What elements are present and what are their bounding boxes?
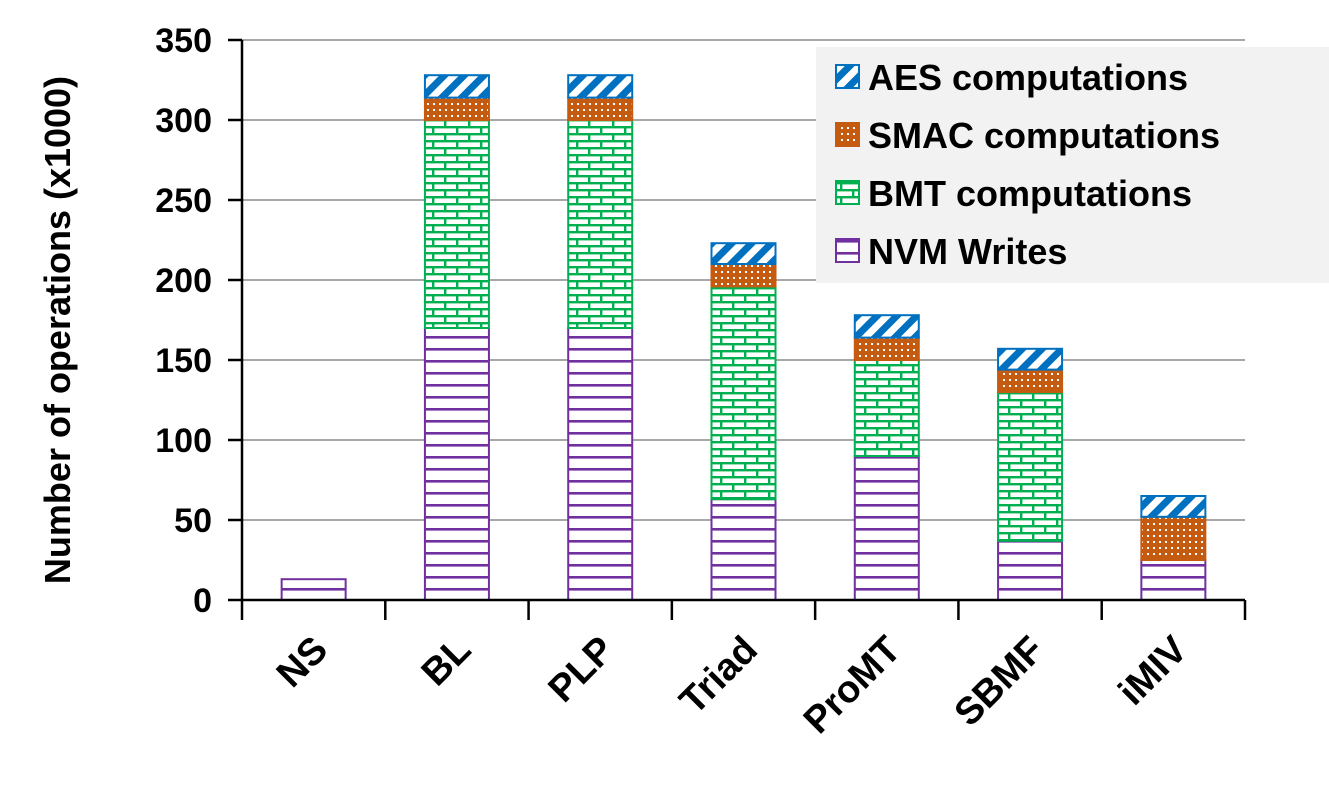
bar-segment-aes-computations-promt xyxy=(853,314,920,339)
legend-label: AES computations xyxy=(868,57,1188,98)
bar-segment-bmt-computations-bl xyxy=(423,119,490,329)
x-tick-labels: NS BL PLP Triad ProMT SBMF iMIV xyxy=(269,628,1196,742)
bar-segment-smac-computations-promt xyxy=(853,336,920,362)
bar-segment-smac-computations-bl xyxy=(423,96,490,121)
bar-segment-nvm-writes-sbmf xyxy=(997,539,1064,601)
x-tick-label: ProMT xyxy=(796,629,909,742)
y-tick-label: 50 xyxy=(174,502,212,540)
x-tick-label: SBMF xyxy=(947,629,1053,735)
bar-segment-nvm-writes-bl xyxy=(423,327,490,601)
bar-segment-aes-computations-triad xyxy=(710,242,777,265)
bar-segment-smac-computations-triad xyxy=(710,263,777,288)
bar-segment-nvm-writes-plp xyxy=(567,327,634,601)
bar-segment-smac-computations-sbmf xyxy=(997,368,1064,394)
x-tick-label: BL xyxy=(414,629,480,695)
x-tick-label: NS xyxy=(269,629,336,696)
y-tick-labels: 0 50 100 150 200 250 300 350 xyxy=(155,22,212,620)
x-tick-label: PLP xyxy=(541,629,623,711)
x-tick-label: Triad xyxy=(672,629,766,723)
legend-label: BMT computations xyxy=(868,173,1192,214)
y-tick-label: 250 xyxy=(155,182,212,220)
y-axis-label: Number of operations (x1000) xyxy=(37,76,78,584)
legend-swatch-bmt-computations xyxy=(835,180,860,205)
y-tick-label: 100 xyxy=(155,422,212,460)
y-tick-label: 350 xyxy=(155,22,212,60)
x-tick-label: iMIV xyxy=(1111,628,1196,713)
y-tick-label: 300 xyxy=(155,102,212,140)
bar-segment-bmt-computations-promt xyxy=(853,359,920,457)
axes xyxy=(228,38,1247,620)
bar-segment-bmt-computations-triad xyxy=(710,285,777,501)
legend-swatch-aes-computations xyxy=(835,64,860,89)
bars xyxy=(280,74,1207,602)
legend-label: SMAC computations xyxy=(868,115,1220,156)
bar-segment-aes-computations-sbmf xyxy=(997,347,1064,371)
legend-swatch-smac-computations xyxy=(835,122,860,147)
y-tick-label: 150 xyxy=(155,342,212,380)
y-tick-label: 200 xyxy=(155,262,212,300)
bar-segment-nvm-writes-triad xyxy=(710,498,777,602)
bar-segment-bmt-computations-plp xyxy=(567,119,634,329)
bar-segment-smac-computations-plp xyxy=(567,96,634,121)
legend-background xyxy=(816,47,1329,283)
bar-segment-aes-computations-imiv xyxy=(1140,495,1207,518)
bar-segment-aes-computations-bl xyxy=(423,74,490,99)
legend: AES computations SMAC computations BMT com… xyxy=(835,57,1220,272)
bar-segment-nvm-writes-promt xyxy=(853,455,920,601)
legend-label: NVM Writes xyxy=(868,231,1067,272)
legend-swatch-nvm-writes xyxy=(835,238,860,263)
bar-segment-nvm-writes-imiv xyxy=(1140,559,1207,601)
bar-segment-bmt-computations-sbmf xyxy=(997,391,1064,542)
y-tick-label: 0 xyxy=(193,582,212,620)
bar-segment-smac-computations-imiv xyxy=(1140,515,1207,561)
bar-segment-nvm-writes-ns xyxy=(280,578,347,602)
bar-segment-aes-computations-plp xyxy=(567,74,634,99)
